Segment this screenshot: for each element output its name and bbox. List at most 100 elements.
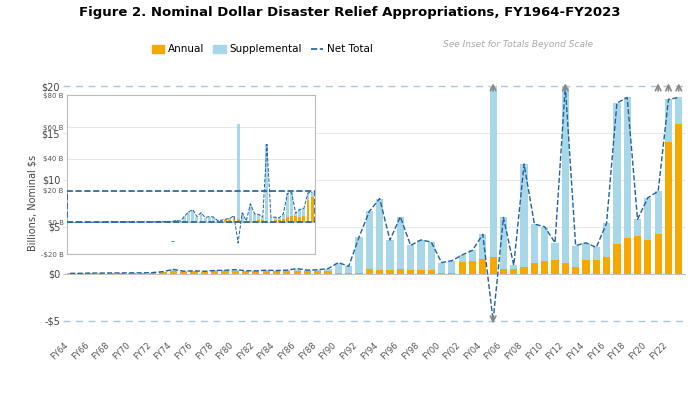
Bar [448,273,456,274]
Bar [261,220,264,222]
Bar [241,213,244,222]
Bar [304,271,311,274]
Bar [510,270,517,274]
Bar [438,262,445,273]
Bar [220,220,223,222]
Bar [480,259,486,274]
Bar [654,234,661,274]
Bar [252,271,260,274]
Bar [237,220,239,222]
Bar [307,200,309,222]
Bar [221,270,228,271]
Bar [521,267,528,274]
Bar [286,193,289,217]
Bar [311,193,314,197]
Bar [500,269,507,274]
Bar [365,211,373,270]
Bar [290,216,293,222]
Bar [273,271,280,274]
Bar [541,260,548,274]
Bar [249,221,252,222]
Bar [139,273,146,274]
Bar [261,217,264,220]
Bar [458,255,466,262]
Bar [521,164,528,267]
Bar [160,272,167,274]
Bar [262,270,270,271]
Bar [376,198,384,270]
Bar [290,193,293,216]
Bar [469,260,476,274]
Bar [314,271,321,274]
Bar [237,124,239,220]
Bar [613,103,620,244]
Bar [345,266,352,273]
Bar [480,234,486,259]
Bar [294,213,297,216]
Bar [97,273,105,274]
Bar [325,269,332,271]
Bar [572,246,579,267]
Bar [304,270,311,271]
Bar [282,214,285,220]
Bar [273,270,280,271]
Bar [245,221,248,222]
Bar [253,214,256,221]
Bar [253,221,256,222]
Bar [262,271,270,274]
Bar [204,218,206,222]
Bar [417,240,424,270]
Bar [665,143,672,274]
Bar [232,216,235,220]
Bar [644,198,652,240]
Y-axis label: Billions, Nominal $s: Billions, Nominal $s [27,154,38,251]
Bar [376,270,384,274]
Bar [129,273,136,274]
Bar [510,265,517,270]
Bar [199,213,202,222]
Bar [458,262,466,274]
Bar [270,221,272,222]
Bar [438,273,445,274]
Bar [170,271,177,274]
Bar [676,98,682,124]
Bar [302,208,305,216]
Bar [489,257,497,274]
Bar [293,268,301,271]
Bar [407,245,414,270]
Bar [265,221,268,222]
Bar [242,271,249,274]
Bar [634,236,641,274]
Bar [232,220,235,222]
Bar [593,247,600,260]
Bar [428,242,435,270]
Bar [582,260,589,274]
Bar [654,191,661,234]
Bar [386,240,393,270]
Bar [278,218,281,220]
Bar [603,223,610,257]
Bar [284,270,290,271]
Bar [397,269,404,274]
Bar [224,220,228,222]
Bar [572,267,579,274]
Bar [298,210,301,217]
Bar [582,243,589,260]
Bar [190,271,197,272]
Text: Figure 2. Nominal Dollar Disaster Relief Appropriations, FY1964-FY2023: Figure 2. Nominal Dollar Disaster Relief… [79,6,621,19]
Bar [365,270,373,274]
Bar [561,86,569,263]
Bar [188,212,190,222]
Bar [676,124,682,274]
Bar [552,243,559,260]
Bar [232,270,239,271]
Bar [211,271,218,274]
Bar [417,270,424,274]
Text: See Inset for Totals Beyond Scale: See Inset for Totals Beyond Scale [443,40,593,48]
Bar [531,224,538,263]
Bar [211,270,218,271]
Bar [531,263,538,274]
Bar [561,263,569,274]
Bar [257,214,260,220]
Bar [489,86,497,257]
